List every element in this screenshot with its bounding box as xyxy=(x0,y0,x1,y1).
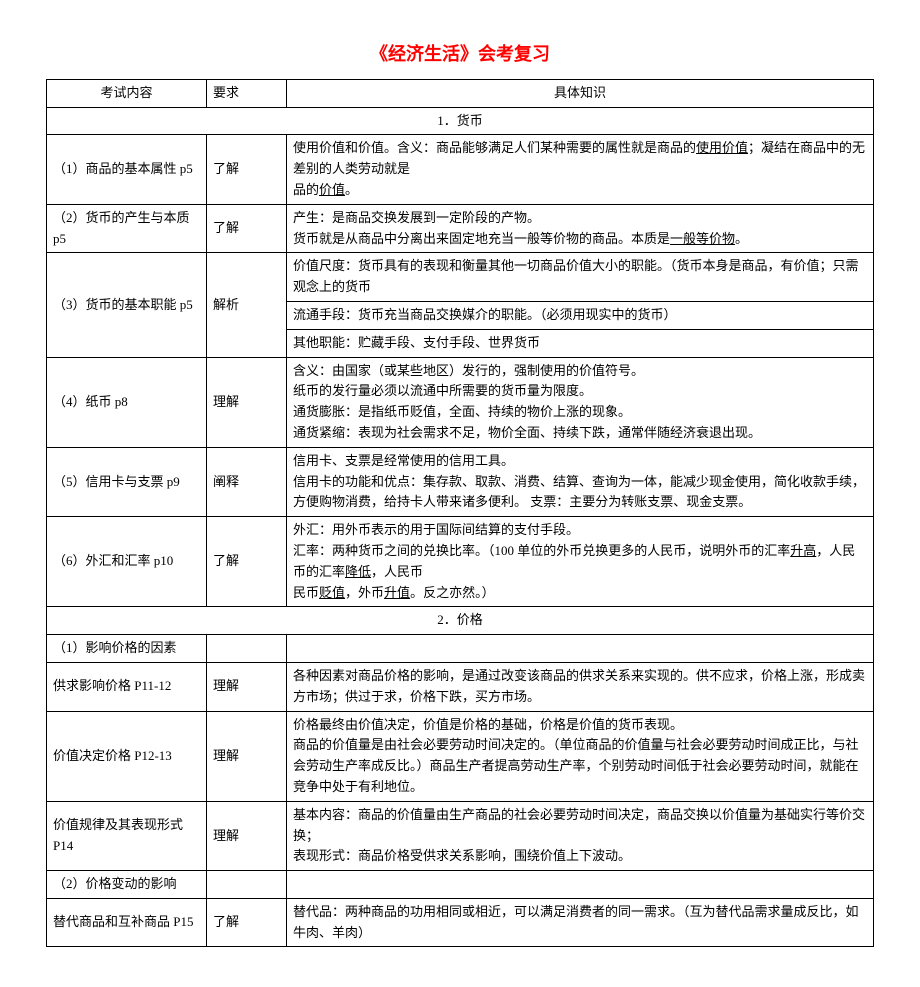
review-table: 考试内容 要求 具体知识 1．货币 （1）商品的基本属性 p5 了解 使用价值和… xyxy=(46,79,874,948)
underline: 价值 xyxy=(319,182,345,197)
text: 基本内容：商品的价值量由生产商品的社会必要劳动时间决定，商品交换以价值量为基础实… xyxy=(293,807,865,843)
cell-req: 理解 xyxy=(207,711,287,801)
cell-detail: 其他职能：贮藏手段、支付手段、世界货币 xyxy=(287,329,874,357)
text: 含义：由国家（或某些地区）发行的，强制使用的价值符号。 xyxy=(293,363,644,378)
row-3a: （3）货币的基本职能 p5 解析 价值尺度：货币具有的表现和衡量其他一切商品价值… xyxy=(47,253,874,302)
underline: 贬值 xyxy=(319,585,345,600)
text: 民币 xyxy=(293,585,319,600)
cell-req: 了解 xyxy=(207,204,287,253)
cell-detail: 外汇：用外币表示的用于国际间结算的支付手段。 汇率：两种货币之间的兑换比率。（1… xyxy=(287,517,874,607)
row-11: （2）价格变动的影响 xyxy=(47,871,874,899)
section-2: 2．价格 xyxy=(47,607,874,635)
section-1: 1．货币 xyxy=(47,107,874,135)
header-col2: 要求 xyxy=(207,79,287,107)
text: 价格最终由价值决定，价值是价格的基础，价格是价值的货币表现。 xyxy=(293,717,683,732)
cell-detail xyxy=(287,635,874,663)
cell-detail: 替代品：两种商品的功用相同或相近，可以满足消费者的同一需求。（互为替代品需求量成… xyxy=(287,898,874,947)
cell-req xyxy=(207,635,287,663)
text: 。 xyxy=(345,182,358,197)
text: 。 xyxy=(735,231,748,246)
cell-req: 理解 xyxy=(207,801,287,870)
text: 纸币的发行量必须以流通中所需要的货币量为限度。 xyxy=(293,383,592,398)
row-12: 替代商品和互补商品 P15 了解 替代品：两种商品的功用相同或相近，可以满足消费… xyxy=(47,898,874,947)
header-row: 考试内容 要求 具体知识 xyxy=(47,79,874,107)
row-2: （2）货币的产生与本质p5 了解 产生：是商品交换发展到一定阶段的产物。 货币就… xyxy=(47,204,874,253)
text: 产生：是商品交换发展到一定阶段的产物。 xyxy=(293,210,540,225)
row-4: （4）纸币 p8 理解 含义：由国家（或某些地区）发行的，强制使用的价值符号。 … xyxy=(47,357,874,447)
cell-detail xyxy=(287,871,874,899)
underline: 升值 xyxy=(384,585,410,600)
header-col1: 考试内容 xyxy=(47,79,207,107)
row-10: 价值规律及其表现形式 P14 理解 基本内容：商品的价值量由生产商品的社会必要劳… xyxy=(47,801,874,870)
underline: 降低 xyxy=(345,564,371,579)
row-6: （6）外汇和汇率 p10 了解 外汇：用外币表示的用于国际间结算的支付手段。 汇… xyxy=(47,517,874,607)
cell-detail: 价格最终由价值决定，价值是价格的基础，价格是价值的货币表现。 商品的价值量是由社… xyxy=(287,711,874,801)
header-col3: 具体知识 xyxy=(287,79,874,107)
text: 汇率：两种货币之间的兑换比率。（100 单位的外币兑换更多的人民币，说明外币的汇… xyxy=(293,543,790,558)
row-8: 供求影响价格 P11-12 理解 各种因素对商品价格的影响，是通过改变该商品的供… xyxy=(47,662,874,711)
text: 表现形式：商品价格受供求关系影响，围绕价值上下波动。 xyxy=(293,848,631,863)
cell-req: 理解 xyxy=(207,357,287,447)
row-1: （1）商品的基本属性 p5 了解 使用价值和价值。含义：商品能够满足人们某种需要… xyxy=(47,135,874,204)
cell-req xyxy=(207,871,287,899)
cell-item: 价值规律及其表现形式 P14 xyxy=(47,801,207,870)
cell-detail: 使用价值和价值。含义：商品能够满足人们某种需要的属性就是商品的使用价值；凝结在商… xyxy=(287,135,874,204)
cell-detail: 各种因素对商品价格的影响，是通过改变该商品的供求关系来实现的。供不应求，价格上涨… xyxy=(287,662,874,711)
cell-item: 价值决定价格 P12-13 xyxy=(47,711,207,801)
text: 。反之亦然。） xyxy=(410,585,495,600)
text: 货币就是从商品中分离出来固定地充当一般等价物的商品。本质是 xyxy=(293,231,670,246)
cell-detail: 信用卡、支票是经常使用的信用工具。 信用卡的功能和优点：集存款、取款、消费、结算… xyxy=(287,447,874,516)
row-5: （5）信用卡与支票 p9 阐释 信用卡、支票是经常使用的信用工具。 信用卡的功能… xyxy=(47,447,874,516)
text: 使用价值和价值。含义：商品能够满足人们某种需要的属性就是商品的 xyxy=(293,140,696,155)
cell-req: 阐释 xyxy=(207,447,287,516)
underline: 一般等价物 xyxy=(670,231,735,246)
page-title: 《经济生活》会考复习 xyxy=(46,40,874,69)
text: ，人民币 xyxy=(371,564,423,579)
text: 外汇：用外币表示的用于国际间结算的支付手段。 xyxy=(293,522,579,537)
text: 通货膨胀：是指纸币贬值，全面、持续的物价上涨的现象。 xyxy=(293,404,631,419)
row-7: （1）影响价格的因素 xyxy=(47,635,874,663)
text: ，外币 xyxy=(345,585,384,600)
text: 商品的价值量是由社会必要劳动时间决定的。（单位商品的价值量与社会必要劳动时间成正… xyxy=(293,737,859,794)
row-9: 价值决定价格 P12-13 理解 价格最终由价值决定，价值是价格的基础，价格是价… xyxy=(47,711,874,801)
text: 信用卡的功能和优点：集存款、取款、消费、结算、查询为一体，能减少现金使用，简化收… xyxy=(293,474,865,510)
cell-req: 了解 xyxy=(207,517,287,607)
underline: 使用价值 xyxy=(696,140,748,155)
cell-item: 替代商品和互补商品 P15 xyxy=(47,898,207,947)
text: 品的 xyxy=(293,182,319,197)
cell-detail: 价值尺度：货币具有的表现和衡量其他一切商品价值大小的职能。（货币本身是商品，有价… xyxy=(287,253,874,302)
cell-item: （2）价格变动的影响 xyxy=(47,871,207,899)
text: 信用卡、支票是经常使用的信用工具。 xyxy=(293,453,514,468)
cell-item: （1）影响价格的因素 xyxy=(47,635,207,663)
cell-item: （4）纸币 p8 xyxy=(47,357,207,447)
text: 通货紧缩：表现为社会需求不足，物价全面、持续下跌，通常伴随经济衰退出现。 xyxy=(293,425,761,440)
cell-item: （2）货币的产生与本质p5 xyxy=(47,204,207,253)
cell-req: 解析 xyxy=(207,253,287,357)
cell-item: 供求影响价格 P11-12 xyxy=(47,662,207,711)
underline: 升高 xyxy=(790,543,816,558)
cell-item: （6）外汇和汇率 p10 xyxy=(47,517,207,607)
cell-detail: 基本内容：商品的价值量由生产商品的社会必要劳动时间决定，商品交换以价值量为基础实… xyxy=(287,801,874,870)
cell-detail: 流通手段：货币充当商品交换媒介的职能。（必须用现实中的货币） xyxy=(287,301,874,329)
cell-item: （3）货币的基本职能 p5 xyxy=(47,253,207,357)
cell-req: 理解 xyxy=(207,662,287,711)
cell-item: （1）商品的基本属性 p5 xyxy=(47,135,207,204)
cell-detail: 产生：是商品交换发展到一定阶段的产物。 货币就是从商品中分离出来固定地充当一般等… xyxy=(287,204,874,253)
cell-req: 了解 xyxy=(207,135,287,204)
cell-item: （5）信用卡与支票 p9 xyxy=(47,447,207,516)
cell-req: 了解 xyxy=(207,898,287,947)
cell-detail: 含义：由国家（或某些地区）发行的，强制使用的价值符号。 纸币的发行量必须以流通中… xyxy=(287,357,874,447)
